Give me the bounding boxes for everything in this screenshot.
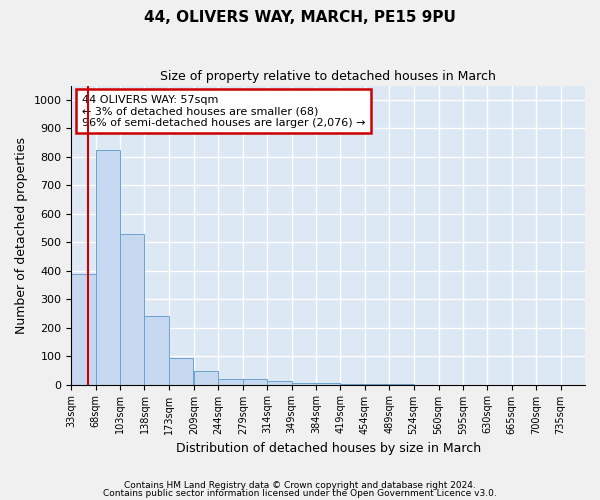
Bar xyxy=(169,358,193,384)
Bar xyxy=(267,381,292,384)
Bar xyxy=(218,380,243,384)
Bar xyxy=(243,380,267,384)
Bar xyxy=(71,274,95,384)
Bar xyxy=(194,371,218,384)
Bar xyxy=(120,234,145,384)
Bar xyxy=(95,150,120,384)
Title: Size of property relative to detached houses in March: Size of property relative to detached ho… xyxy=(160,70,496,83)
Bar xyxy=(292,383,316,384)
Text: Contains public sector information licensed under the Open Government Licence v3: Contains public sector information licen… xyxy=(103,488,497,498)
Text: 44 OLIVERS WAY: 57sqm
← 3% of detached houses are smaller (68)
96% of semi-detac: 44 OLIVERS WAY: 57sqm ← 3% of detached h… xyxy=(82,94,365,128)
Text: Contains HM Land Registry data © Crown copyright and database right 2024.: Contains HM Land Registry data © Crown c… xyxy=(124,481,476,490)
Text: 44, OLIVERS WAY, MARCH, PE15 9PU: 44, OLIVERS WAY, MARCH, PE15 9PU xyxy=(144,10,456,25)
Y-axis label: Number of detached properties: Number of detached properties xyxy=(15,136,28,334)
Bar xyxy=(316,383,340,384)
Bar xyxy=(145,316,169,384)
X-axis label: Distribution of detached houses by size in March: Distribution of detached houses by size … xyxy=(176,442,481,455)
